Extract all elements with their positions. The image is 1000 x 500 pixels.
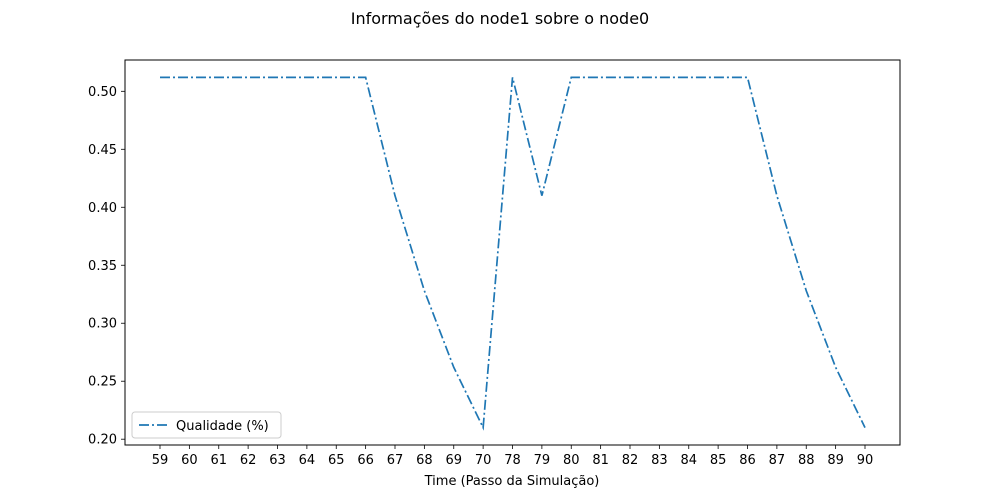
x-tick-label: 79	[534, 453, 551, 468]
legend: Qualidade (%)	[131, 411, 282, 439]
x-tick-label: 80	[563, 453, 580, 468]
plot-frame	[124, 59, 901, 446]
chart-title: Informações do node1 sobre o node0	[351, 9, 649, 28]
x-tick-label: 68	[416, 453, 433, 468]
y-tick-label: 0.35	[88, 259, 117, 274]
series-line-qualidade	[160, 76, 866, 431]
x-tick-label: 81	[592, 453, 609, 468]
x-tick-label: 82	[622, 453, 639, 468]
x-axis-label: Time (Passo da Simulação)	[424, 474, 600, 489]
y-tick-label: 0.25	[88, 375, 117, 390]
x-tick-label: 90	[857, 453, 874, 468]
x-tick-label: 59	[152, 453, 169, 468]
x-tick-label: 85	[710, 453, 727, 468]
x-tick-label: 63	[269, 453, 286, 468]
x-tick-label: 70	[475, 453, 492, 468]
x-tick-label: 67	[387, 453, 404, 468]
x-tick-label: 65	[328, 453, 345, 468]
x-tick-label: 69	[445, 453, 462, 468]
x-tick-label: 89	[827, 453, 844, 468]
x-tick-label: 86	[739, 453, 756, 468]
x-tick-label: 66	[357, 453, 374, 468]
legend-box	[131, 411, 282, 439]
y-tick-label: 0.20	[88, 433, 117, 448]
x-tick-label: 64	[299, 453, 316, 468]
y-tick-label: 0.40	[88, 201, 117, 216]
x-tick-label: 87	[769, 453, 786, 468]
x-axis: 59 60 61 62 63 64 65 66 67 68 69 70 78 79 80 81 82 83 84 85…	[152, 445, 874, 468]
x-tick-label: 83	[651, 453, 668, 468]
x-tick-label: 62	[240, 453, 257, 468]
x-tick-label: 60	[181, 453, 198, 468]
x-tick-label: 78	[504, 453, 521, 468]
x-tick-label: 84	[680, 453, 697, 468]
y-tick-label: 0.30	[88, 317, 117, 332]
x-tick-label: 88	[798, 453, 815, 468]
y-axis: 0.20 0.25 0.30 0.35 0.40 0.45 0.50	[88, 85, 125, 448]
x-tick-label: 61	[210, 453, 227, 468]
y-tick-label: 0.45	[88, 143, 117, 158]
legend-label: Qualidade (%)	[176, 419, 269, 434]
y-tick-label: 0.50	[88, 85, 117, 100]
